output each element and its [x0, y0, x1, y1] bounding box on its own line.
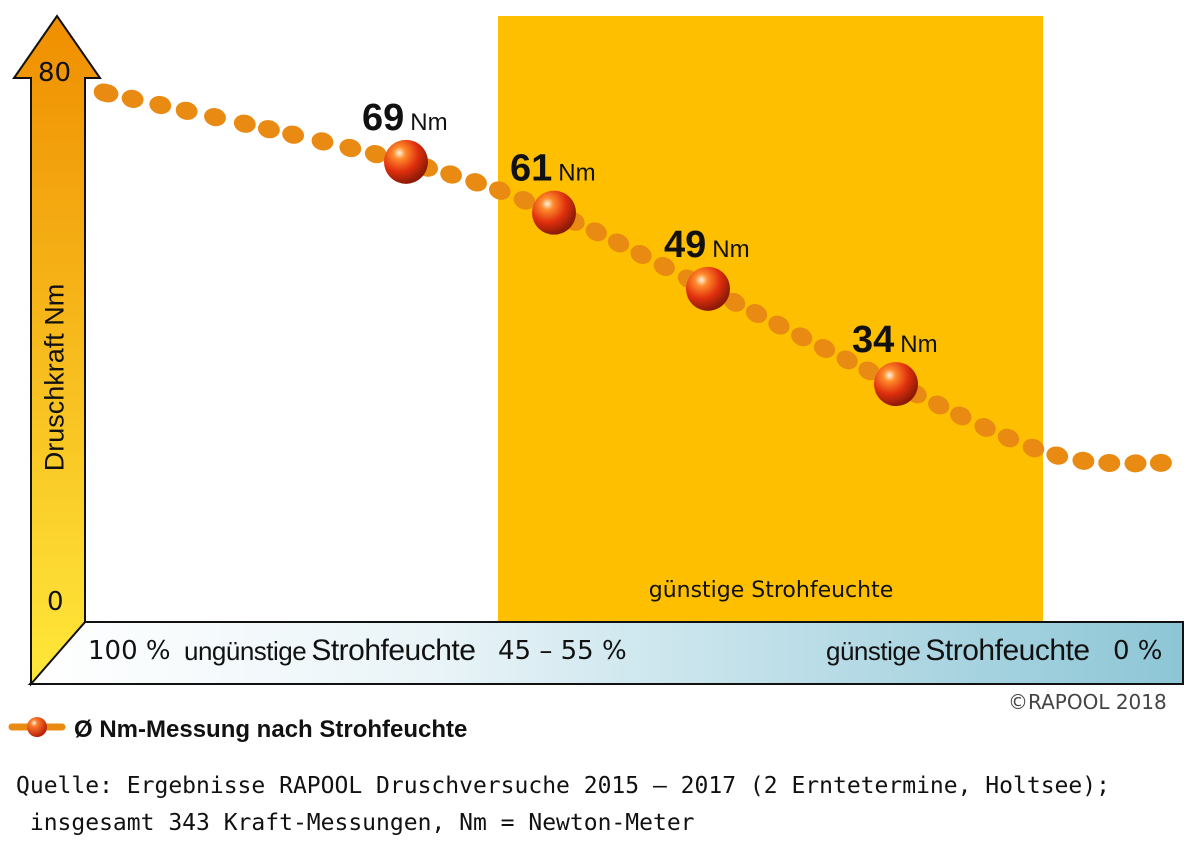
- x-right-label-big: Strohfeuchte: [925, 634, 1090, 667]
- trend-dot: [513, 190, 536, 210]
- x-left-label-big: Strohfeuchte: [311, 634, 476, 667]
- x-right-label-small: günstige: [826, 636, 921, 666]
- y-tick-min: 0: [47, 587, 64, 617]
- trend-dot: [311, 132, 334, 151]
- trend-dot: [1046, 446, 1069, 465]
- trend-dot: [630, 245, 652, 264]
- x-right-label: günstige Strohfeuchte: [826, 634, 1090, 668]
- measurement-marker: [686, 266, 730, 311]
- x-left-percent: 100 %: [88, 636, 171, 666]
- value-label: 69 Nm: [362, 97, 448, 139]
- trend-dot: [257, 120, 280, 139]
- trend-dot: [653, 257, 675, 276]
- trend-dot: [950, 406, 972, 426]
- trend-dot: [723, 292, 746, 312]
- trend-dot: [233, 114, 256, 133]
- value-label-number: 61: [510, 148, 552, 190]
- measurement-marker: [532, 190, 576, 235]
- value-label-number: 69: [362, 97, 404, 139]
- trend-dot: [585, 222, 607, 242]
- trend-dot: [997, 428, 1020, 448]
- trend-dot: [974, 418, 996, 437]
- trend-dot: [1022, 438, 1045, 458]
- value-label-number: 34: [852, 319, 894, 361]
- trend-dot: [1149, 453, 1172, 472]
- measurement-marker: [384, 139, 428, 184]
- copyright: ©RAPOOL 2018: [1008, 690, 1167, 714]
- x-left-label-small: ungünstige: [184, 636, 307, 666]
- value-label-unit: Nm: [558, 160, 595, 187]
- legend-label: Ø Nm-Messung nach Strohfeuchte: [74, 716, 468, 743]
- trend-dot: [858, 361, 880, 381]
- trend-dot: [96, 84, 119, 103]
- legend-marker-icon: [8, 717, 66, 737]
- trend-dot: [813, 339, 836, 358]
- y-tick-max: 80: [38, 58, 72, 88]
- x-left-label: ungünstige Strohfeuchte: [184, 634, 476, 668]
- measurement-marker: [874, 362, 918, 407]
- value-label: 61 Nm: [510, 148, 596, 190]
- x-mid-percent: 45 – 55 %: [498, 636, 627, 666]
- value-label: 49 Nm: [664, 224, 750, 266]
- measurement-markers: [384, 139, 918, 407]
- y-axis-arrow: [12, 14, 102, 687]
- source-line-2: insgesamt 343 Kraft-Messungen, Nm = Newt…: [16, 810, 695, 836]
- trend-dot: [339, 138, 362, 158]
- trend-dot: [465, 173, 487, 192]
- trend-dot: [745, 304, 768, 323]
- trend-dot: [121, 89, 144, 109]
- trend-dot: [1098, 453, 1121, 473]
- x-right-percent: 0 %: [1113, 636, 1163, 666]
- trend-dot: [1072, 451, 1095, 470]
- value-label-number: 49: [664, 224, 706, 266]
- trend-dot: [928, 395, 950, 415]
- source-line-1: Quelle: Ergebnisse RAPOOL Druschversuche…: [16, 773, 1110, 799]
- trend-dot: [607, 233, 630, 253]
- trend-dot: [489, 181, 511, 200]
- trend-dot: [364, 144, 387, 164]
- value-label-unit: Nm: [900, 331, 937, 358]
- trend-dot: [149, 95, 172, 115]
- trend-dot: [204, 107, 226, 127]
- value-label: 34 Nm: [852, 319, 938, 361]
- value-label-unit: Nm: [410, 109, 447, 136]
- trend-dot: [836, 350, 858, 370]
- band-label: günstige Strohfeuchte: [648, 578, 894, 603]
- trend-dot: [175, 101, 198, 120]
- trend-dot: [1124, 454, 1147, 473]
- trend-dot: [282, 125, 305, 144]
- y-axis-title: Druschkraft Nm: [39, 283, 70, 472]
- trend-dot: [791, 327, 813, 347]
- value-label-unit: Nm: [712, 236, 749, 263]
- trend-dot: [440, 165, 462, 184]
- trend-dot: [768, 315, 790, 335]
